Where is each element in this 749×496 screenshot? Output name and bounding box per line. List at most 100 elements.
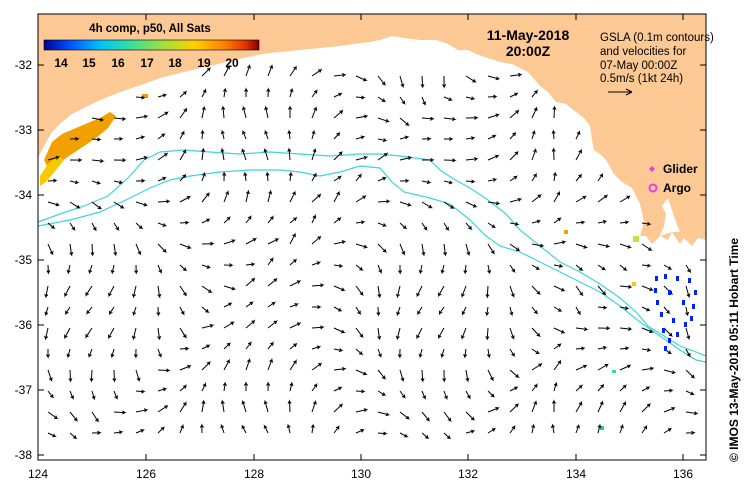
velocity-arrow: [685, 411, 699, 416]
plot-frame: [37, 13, 707, 461]
velocity-arrow: [619, 327, 633, 332]
colorbar-tick: 16: [111, 56, 125, 70]
velocity-arrow: [531, 306, 539, 315]
velocity-arrow: [685, 348, 691, 358]
velocity-arrow: [179, 306, 185, 316]
velocity-arrow: [69, 411, 79, 422]
velocity-arrow: [179, 364, 192, 371]
velocity-arrow: [619, 400, 627, 413]
velocity-arrow: [442, 369, 447, 383]
velocity-arrow: [109, 306, 115, 316]
colorbar-title: 4h comp, p50, All Sats: [89, 23, 211, 35]
velocity-arrow: [398, 264, 403, 275]
velocity-arrow: [619, 284, 633, 289]
velocity-arrow: [201, 381, 207, 392]
velocity-arrow: [575, 220, 586, 225]
velocity-arrow: [377, 96, 387, 102]
velocity-arrow: [69, 180, 80, 185]
velocity-arrow: [135, 389, 146, 394]
velocity-arrow: [220, 147, 225, 161]
glider-icon: [649, 166, 655, 172]
velocity-arrow: [597, 194, 609, 203]
velocity-arrow: [443, 222, 450, 231]
velocity-arrow: [575, 306, 582, 316]
velocity-arrow: [399, 390, 407, 399]
velocity-arrow: [69, 136, 80, 141]
velocity-arrow: [47, 411, 59, 420]
velocity-arrow: [289, 359, 297, 371]
velocity-arrow: [45, 349, 51, 359]
velocity-arrow: [443, 432, 452, 440]
velocity-arrow: [421, 222, 428, 231]
velocity-arrow: [289, 190, 296, 203]
velocity-arrow: [487, 177, 498, 182]
velocity-arrow: [66, 264, 71, 275]
velocity-arrow: [641, 424, 648, 434]
velocity-arrow: [465, 96, 476, 101]
velocity-arrow: [66, 348, 71, 359]
velocity-arrow: [421, 411, 431, 422]
velocity-arrow: [575, 423, 580, 434]
colorbar-gradient: [43, 39, 260, 51]
velocity-arrow: [597, 305, 608, 310]
velocity-arrow: [179, 243, 193, 250]
velocity-arrow: [685, 390, 696, 396]
glider-observation: [690, 316, 693, 321]
velocity-arrow: [201, 264, 212, 269]
velocity-arrow: [442, 75, 447, 89]
velocity-arrow: [157, 264, 163, 274]
velocity-arrow: [245, 277, 256, 287]
velocity-arrow: [113, 410, 127, 415]
velocity-arrow: [355, 75, 368, 82]
velocity-arrow: [311, 68, 323, 77]
velocity-arrow: [267, 277, 278, 287]
map-date: 11-May-2018: [487, 27, 570, 43]
velocity-arrow: [157, 348, 162, 358]
velocity-arrow: [487, 243, 496, 255]
velocity-arrow: [509, 72, 523, 77]
velocity-arrow: [487, 75, 501, 81]
velocity-arrow: [333, 131, 341, 140]
velocity-arrow: [641, 327, 655, 334]
velocity-arrow: [223, 64, 230, 77]
glider-observation: [668, 338, 671, 343]
velocity-arrow: [311, 362, 323, 371]
velocity-arrow: [264, 105, 269, 119]
velocity-arrow: [311, 304, 322, 310]
velocity-arrow: [597, 345, 608, 350]
colorbar-tick: 17: [140, 56, 154, 70]
velocity-arrow: [487, 222, 497, 228]
velocity-arrow: [88, 264, 93, 275]
velocity-arrow: [487, 390, 496, 398]
velocity-arrow: [437, 327, 445, 340]
velocity-arrow: [333, 366, 347, 371]
velocity-arrow: [69, 222, 76, 231]
velocity-arrow: [418, 348, 423, 359]
velocity-arrow: [531, 362, 543, 371]
velocity-arrow: [245, 357, 251, 371]
velocity-arrow: [333, 92, 343, 98]
velocity-arrow: [86, 306, 93, 316]
velocity-arrow: [157, 368, 171, 373]
velocity-arrow: [619, 383, 627, 392]
velocity-arrow: [399, 201, 413, 207]
velocity-arrow: [355, 389, 366, 394]
velocity-arrow: [157, 111, 169, 119]
x-tick-label: 128: [244, 467, 264, 481]
velocity-arrow: [242, 130, 247, 140]
velocity-arrow: [550, 423, 555, 434]
velocity-arrow: [509, 306, 514, 317]
velocity-arrow: [377, 117, 391, 123]
velocity-arrow: [245, 237, 258, 245]
velocity-arrow: [157, 93, 168, 98]
velocity-arrow: [113, 116, 127, 121]
velocity-arrow: [47, 369, 53, 382]
velocity-arrow: [444, 136, 454, 142]
velocity-arrow: [333, 263, 344, 268]
velocity-arrow: [487, 427, 496, 434]
velocity-arrow: [641, 285, 655, 291]
velocity-arrow: [289, 232, 296, 245]
velocity-arrow: [267, 189, 273, 203]
velocity-arrow: [377, 138, 388, 143]
velocity-arrow: [421, 432, 430, 439]
